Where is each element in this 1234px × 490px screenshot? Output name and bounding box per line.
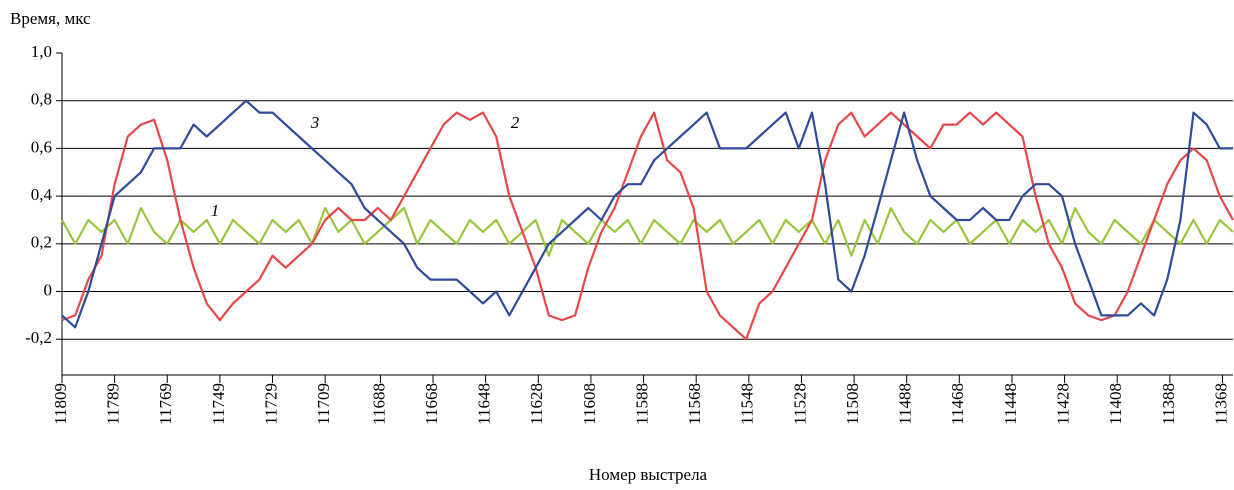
x-tick-label: 11648 bbox=[475, 383, 494, 425]
y-tick-label: 0,4 bbox=[31, 185, 53, 204]
y-tick-label: 0 bbox=[44, 280, 53, 299]
x-tick-label: 11688 bbox=[369, 383, 388, 425]
x-tick-label: 11548 bbox=[738, 383, 757, 425]
x-tick-label: 11709 bbox=[314, 383, 333, 425]
x-tick-label: 11809 bbox=[51, 383, 70, 425]
y-tick-label: 0,6 bbox=[31, 137, 52, 156]
x-tick-label: 11368 bbox=[1211, 383, 1230, 425]
y-tick-label: -0,2 bbox=[25, 328, 52, 347]
series-line bbox=[61, 111, 1234, 341]
x-axis-title: Номер выстрела bbox=[589, 465, 708, 484]
x-tick-label: 11628 bbox=[527, 383, 546, 425]
y-tick-label: 0,8 bbox=[31, 90, 52, 109]
x-tick-label: 11508 bbox=[843, 383, 862, 425]
x-tick-label: 11789 bbox=[104, 383, 123, 425]
x-tick-label: 11608 bbox=[580, 383, 599, 425]
series-label: 1 bbox=[211, 201, 220, 220]
x-tick-label: 11488 bbox=[896, 383, 915, 425]
x-tick-label: 11668 bbox=[422, 383, 441, 425]
x-tick-label: 11769 bbox=[156, 383, 175, 425]
series-line bbox=[61, 206, 1234, 257]
series-label: 3 bbox=[310, 113, 320, 132]
series-line bbox=[61, 99, 1233, 329]
x-tick-label: 11428 bbox=[1053, 383, 1072, 425]
y-axis-title: Время, мкс bbox=[10, 9, 91, 28]
x-tick-label: 11388 bbox=[1159, 383, 1178, 425]
y-tick-label: 0,2 bbox=[31, 233, 52, 252]
series-label: 2 bbox=[511, 113, 520, 132]
x-tick-label: 11568 bbox=[685, 383, 704, 425]
y-tick-label: 1,0 bbox=[31, 42, 52, 61]
x-tick-label: 11468 bbox=[948, 383, 967, 425]
x-tick-label: 11588 bbox=[632, 383, 651, 425]
x-tick-label: 11408 bbox=[1106, 383, 1125, 425]
x-tick-label: 11749 bbox=[209, 383, 228, 425]
x-tick-label: 11729 bbox=[261, 383, 280, 425]
x-tick-label: 11528 bbox=[790, 383, 809, 425]
x-tick-label: 11448 bbox=[1001, 383, 1020, 425]
